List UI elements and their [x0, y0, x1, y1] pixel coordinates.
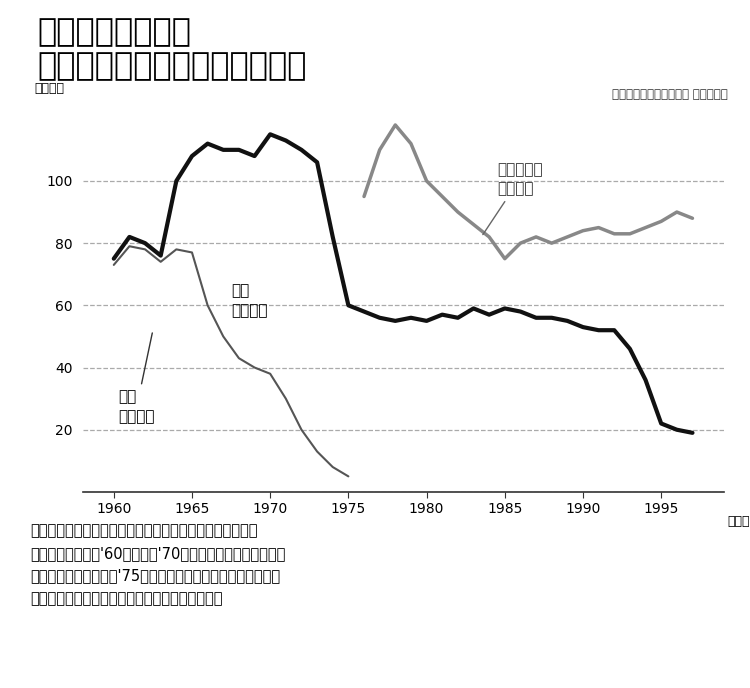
Text: 高卒
就職移動: 高卒 就職移動: [231, 283, 268, 319]
Text: 出典／埼玉大学教育学部 谷謙二教授: 出典／埼玉大学教育学部 谷謙二教授: [612, 88, 728, 101]
Text: 大学・短大
進学移動: 大学・短大 進学移動: [483, 162, 542, 235]
Text: （年）: （年）: [727, 515, 749, 528]
Text: 中卒
就職移動: 中卒 就職移動: [118, 333, 155, 424]
Text: 地方から東京大都市圏（東京都、神奈川県、埼玉県、千葉
県）への移動は、'60年代から'70年代初頭、高校進学率の上
昇に伴い急増したが、'75年にはピーク時の６: 地方から東京大都市圏（東京都、神奈川県、埼玉県、千葉 県）への移動は、'60年代…: [30, 523, 285, 606]
Text: 東京大都市圏への移動量の推移: 東京大都市圏への移動量の推移: [38, 52, 307, 83]
Text: 就職・進学による: 就職・進学による: [38, 17, 191, 48]
Text: （千人）: （千人）: [34, 83, 64, 96]
